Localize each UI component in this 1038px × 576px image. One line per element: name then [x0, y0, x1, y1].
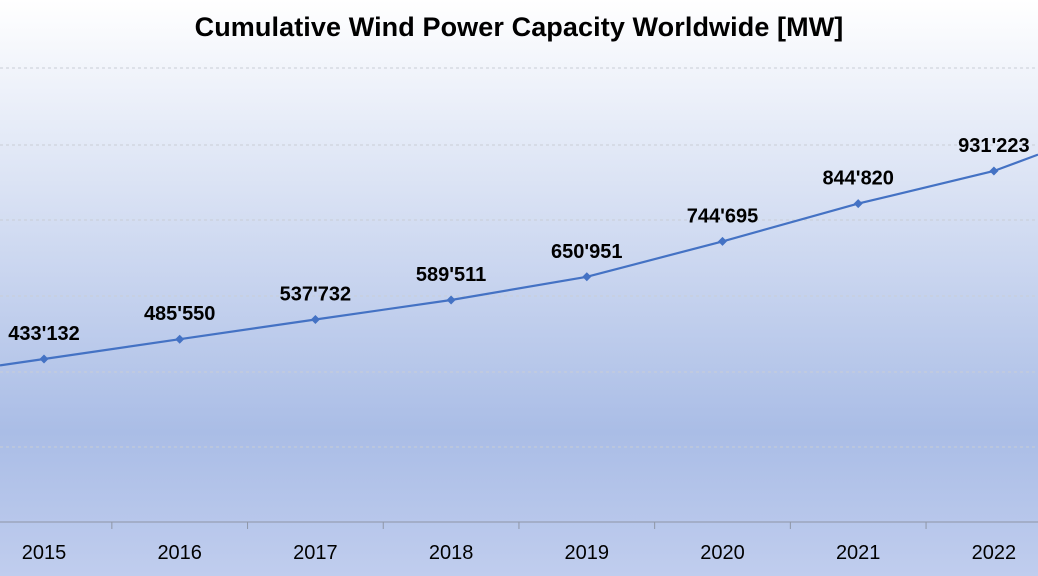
x-tick-label: 2017: [293, 542, 338, 564]
data-label: 589'511: [416, 264, 486, 286]
gridlines: [0, 67, 1038, 448]
data-label: 744'695: [687, 205, 759, 227]
data-labels: 433'132 485'550 537'732 589'511 650'951 744'6…: [8, 135, 1029, 345]
chart-title: Cumulative Wind Power Capacity Worldwide…: [194, 12, 844, 42]
data-point: [853, 199, 863, 209]
data-label: 931'223: [958, 135, 1030, 157]
series-capacity: [0, 153, 1038, 367]
data-point: [310, 315, 320, 325]
data-label: 537'732: [280, 284, 352, 306]
series-line: [0, 153, 1038, 367]
data-point: [446, 295, 456, 305]
data-label: 844'820: [822, 168, 894, 190]
data-label: 485'550: [144, 303, 216, 325]
x-tick-label: 2019: [565, 542, 610, 564]
x-tick-label: 2021: [836, 542, 881, 564]
x-tick-label: 2022: [972, 542, 1017, 564]
data-label: 433'132: [8, 323, 80, 345]
x-tick-label: 2015: [22, 542, 67, 564]
data-point: [718, 236, 727, 246]
data-point: [582, 272, 592, 282]
x-tick-label: 2018: [429, 542, 474, 564]
x-tick-label: 2020: [700, 542, 745, 564]
data-label: 650'951: [551, 241, 623, 263]
data-point: [989, 166, 999, 176]
data-point: [175, 334, 185, 344]
x-axis: 2015 2016 2017 2018 2019 2020 2021 2022: [0, 521, 1038, 564]
data-point: [39, 354, 49, 364]
x-tick-label: 2016: [157, 542, 202, 564]
